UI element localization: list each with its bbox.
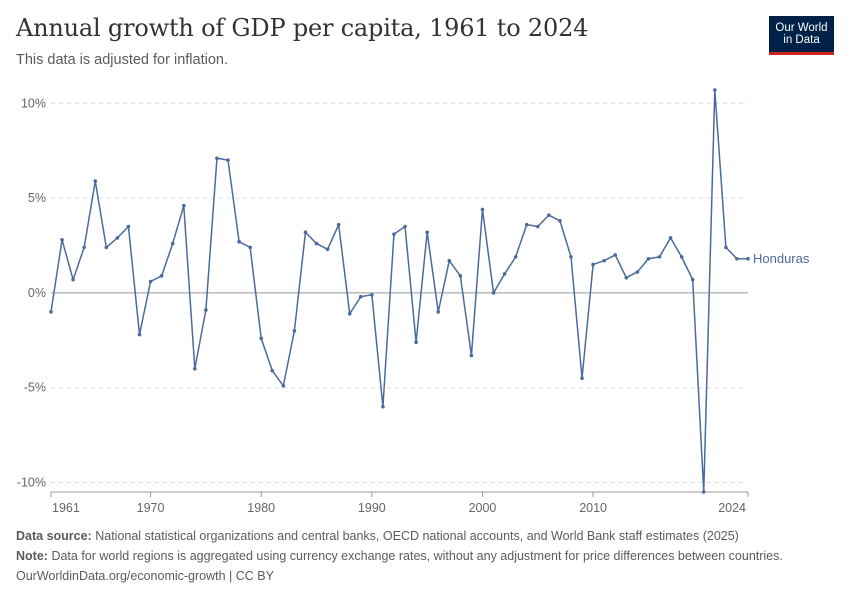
data-point [336,222,341,227]
data-point [524,222,529,227]
series-line [50,89,748,493]
data-point [193,366,197,371]
data-point [60,238,64,242]
note-text: Data for world regions is aggregated usi… [51,549,783,563]
data-point [392,232,396,236]
series-label: Honduras [753,251,810,266]
data-point [591,262,595,267]
data-point [71,277,75,282]
line-chart[interactable]: 10% 5% 0% -5% -10% 1961 1970 1980 1990 2000 2010 20… [0,0,850,520]
data-point [170,241,175,246]
series-layer: Honduras [49,88,810,494]
data-point [447,258,452,263]
data-point [248,245,252,250]
data-point [414,340,418,344]
axis-layer: 10% 5% 0% -5% -10% 1961 1970 1980 1990 2000 2010 20… [17,96,749,515]
data-point [657,255,662,259]
data-point [49,310,53,314]
data-point [679,255,684,259]
owid-logo[interactable]: Our World in Data [769,16,834,55]
credit-line: OurWorldinData.org/economic-growth | CC … [16,569,274,583]
data-source-label: Data source: [16,529,92,543]
data-point [580,376,584,381]
data-point [303,230,308,235]
data-point [270,368,275,373]
data-point [181,203,186,208]
data-point [115,236,120,240]
data-point [690,277,695,282]
license-link[interactable]: CC BY [235,569,274,583]
x-tick-label: 2010 [579,501,607,515]
data-point [724,245,728,250]
data-point [425,230,429,235]
y-tick-label: -5% [24,381,46,395]
data-point [381,404,385,409]
data-point [292,329,297,333]
data-point [547,213,551,217]
chart-note: Note: Data for world regions is aggregat… [16,549,783,563]
data-point [93,179,98,183]
x-tick-label: 1970 [137,501,165,515]
data-point [491,291,496,295]
data-point [215,156,219,161]
chart-subtitle: This data is adjusted for inflation. [16,52,228,68]
data-point [746,256,750,261]
data-point [358,294,363,299]
data-point [237,239,241,244]
data-point [469,353,474,358]
y-tick-label: -10% [17,476,46,490]
logo-line-2: in Data [783,34,820,46]
data-point [126,224,131,229]
x-tick-label: 2024 [718,501,746,515]
grid-layer [51,102,748,484]
y-tick-label: 5% [28,191,46,205]
note-label: Note: [16,549,48,563]
data-source-text: National statistical organizations and c… [95,529,739,543]
data-point [226,158,230,162]
data-point [325,247,330,252]
data-point [347,311,352,316]
data-point [535,224,540,229]
data-point [281,384,286,388]
data-point [613,253,618,257]
data-point [370,292,374,297]
data-point [148,279,153,284]
data-point [458,274,463,278]
x-tick-label: 1961 [52,501,80,515]
data-point [646,256,651,261]
data-point [137,332,142,337]
data-point [104,245,109,250]
credit-separator: | [225,569,236,583]
y-tick-label: 0% [28,286,46,300]
data-point [635,270,640,274]
data-point [713,88,717,92]
data-point [558,219,562,223]
data-point [701,490,706,494]
data-point [668,236,673,240]
data-point [82,245,86,250]
data-point [204,308,208,312]
data-source: Data source: National statistical organi… [16,529,739,543]
data-point [314,241,319,246]
x-tick-label: 2000 [469,501,497,515]
x-tick-label: 1990 [358,501,386,515]
data-point [513,255,518,259]
data-point [502,272,507,276]
logo-line-1: Our World [775,22,828,34]
data-point [480,207,485,212]
chart-title: Annual growth of GDP per capita, 1961 to… [16,14,589,42]
credit-link[interactable]: OurWorldinData.org/economic-growth [16,569,226,583]
data-point [602,258,606,263]
data-point [624,275,629,280]
data-point [436,310,441,314]
data-point [735,256,739,261]
data-point [159,274,164,278]
x-tick-label: 1980 [247,501,275,515]
y-tick-label: 10% [21,96,46,110]
data-point [259,336,264,341]
data-point [569,255,573,259]
data-point [403,224,407,229]
